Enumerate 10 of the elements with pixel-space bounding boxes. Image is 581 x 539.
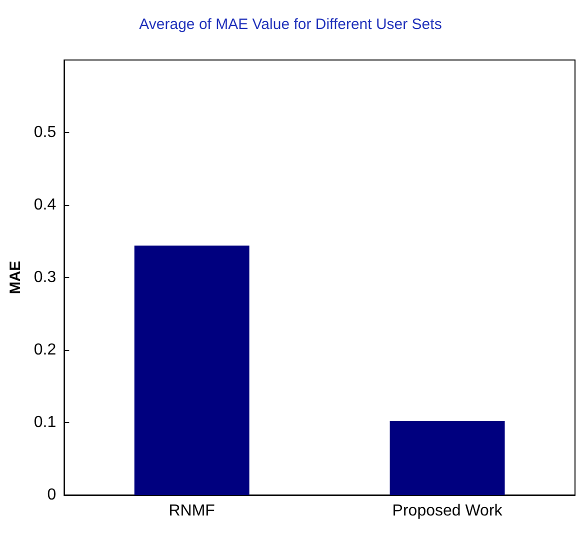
y-tick-label: 0.4: [34, 196, 56, 214]
x-tick-label: Proposed Work: [392, 502, 504, 520]
chart-title: Average of MAE Value for Different User Sets: [139, 16, 442, 33]
y-tick-label: 0.2: [34, 342, 56, 358]
y-tick-label: 0.3: [34, 269, 56, 286]
x-tick-label: RNMF: [168, 502, 216, 520]
y-tick-label: 0.1: [34, 414, 56, 431]
y-axis-title: MAE: [7, 260, 24, 294]
y-tick-label: 0: [47, 486, 56, 504]
y-tick-label: 0.5: [34, 124, 56, 141]
